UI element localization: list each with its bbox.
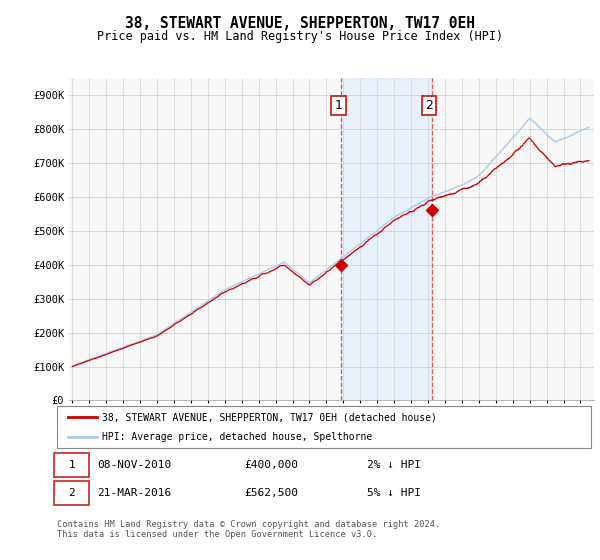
Text: 1: 1 xyxy=(335,99,343,112)
Text: 2: 2 xyxy=(425,99,433,112)
Bar xyxy=(341,78,432,400)
Text: Price paid vs. HM Land Registry's House Price Index (HPI): Price paid vs. HM Land Registry's House … xyxy=(97,30,503,43)
Text: 2: 2 xyxy=(68,488,75,498)
Text: 38, STEWART AVENUE, SHEPPERTON, TW17 0EH: 38, STEWART AVENUE, SHEPPERTON, TW17 0EH xyxy=(125,16,475,31)
Text: 1: 1 xyxy=(68,460,75,470)
Text: £400,000: £400,000 xyxy=(244,460,298,470)
Text: 21-MAR-2016: 21-MAR-2016 xyxy=(97,488,172,498)
Text: HPI: Average price, detached house, Spelthorne: HPI: Average price, detached house, Spel… xyxy=(103,432,373,442)
Text: £562,500: £562,500 xyxy=(244,488,298,498)
Text: Contains HM Land Registry data © Crown copyright and database right 2024.
This d: Contains HM Land Registry data © Crown c… xyxy=(57,520,440,539)
Text: 5% ↓ HPI: 5% ↓ HPI xyxy=(367,488,421,498)
FancyBboxPatch shape xyxy=(55,481,89,505)
Text: 08-NOV-2010: 08-NOV-2010 xyxy=(97,460,172,470)
Text: 2% ↓ HPI: 2% ↓ HPI xyxy=(367,460,421,470)
FancyBboxPatch shape xyxy=(55,454,89,477)
Text: 38, STEWART AVENUE, SHEPPERTON, TW17 0EH (detached house): 38, STEWART AVENUE, SHEPPERTON, TW17 0EH… xyxy=(103,412,437,422)
